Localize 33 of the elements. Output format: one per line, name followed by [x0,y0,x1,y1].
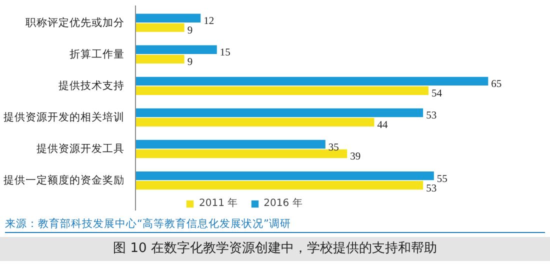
data-label: 44 [377,120,388,132]
legend-label: 2016 年 [264,197,302,210]
bar [136,171,434,180]
bar [136,14,201,22]
y-tick-label: 提供一定额度的资金奖励 [4,174,124,187]
y-tick-label: 折算工作量 [70,48,124,60]
bar [136,86,428,96]
bar [136,45,217,54]
bar [136,180,424,190]
data-label: 54 [431,88,443,100]
y-tick-label: 职称评定优先或加分 [26,16,124,29]
data-label: 9 [187,26,193,37]
y-tick-label: 提供资源开发的相关培训 [4,110,124,124]
data-label: 53 [426,110,437,122]
text: 图 10 在数字化教学资源创建中，学校提供的支持和帮助 [113,240,437,258]
y-tick-label: 提供技术支持 [58,78,124,92]
data-label: 65 [491,79,502,90]
bar [136,76,488,86]
bar [136,108,424,118]
bar [136,54,184,64]
data-label: 39 [350,152,361,163]
bar [136,23,184,32]
data-label: 15 [220,48,230,59]
y-tick-label: 提供资源开发工具 [36,143,124,155]
bar [136,149,348,158]
bar [136,118,374,127]
data-label: 12 [204,16,214,28]
data-label: 53 [426,183,437,194]
data-label: 9 [187,57,193,68]
legend-label: 2011 年 [199,197,238,210]
data-label: 55 [436,174,448,185]
bar [136,140,326,149]
source-note: 来源：教育部科技发展中心“高等教育信息化发展状况”调研 [5,217,291,232]
